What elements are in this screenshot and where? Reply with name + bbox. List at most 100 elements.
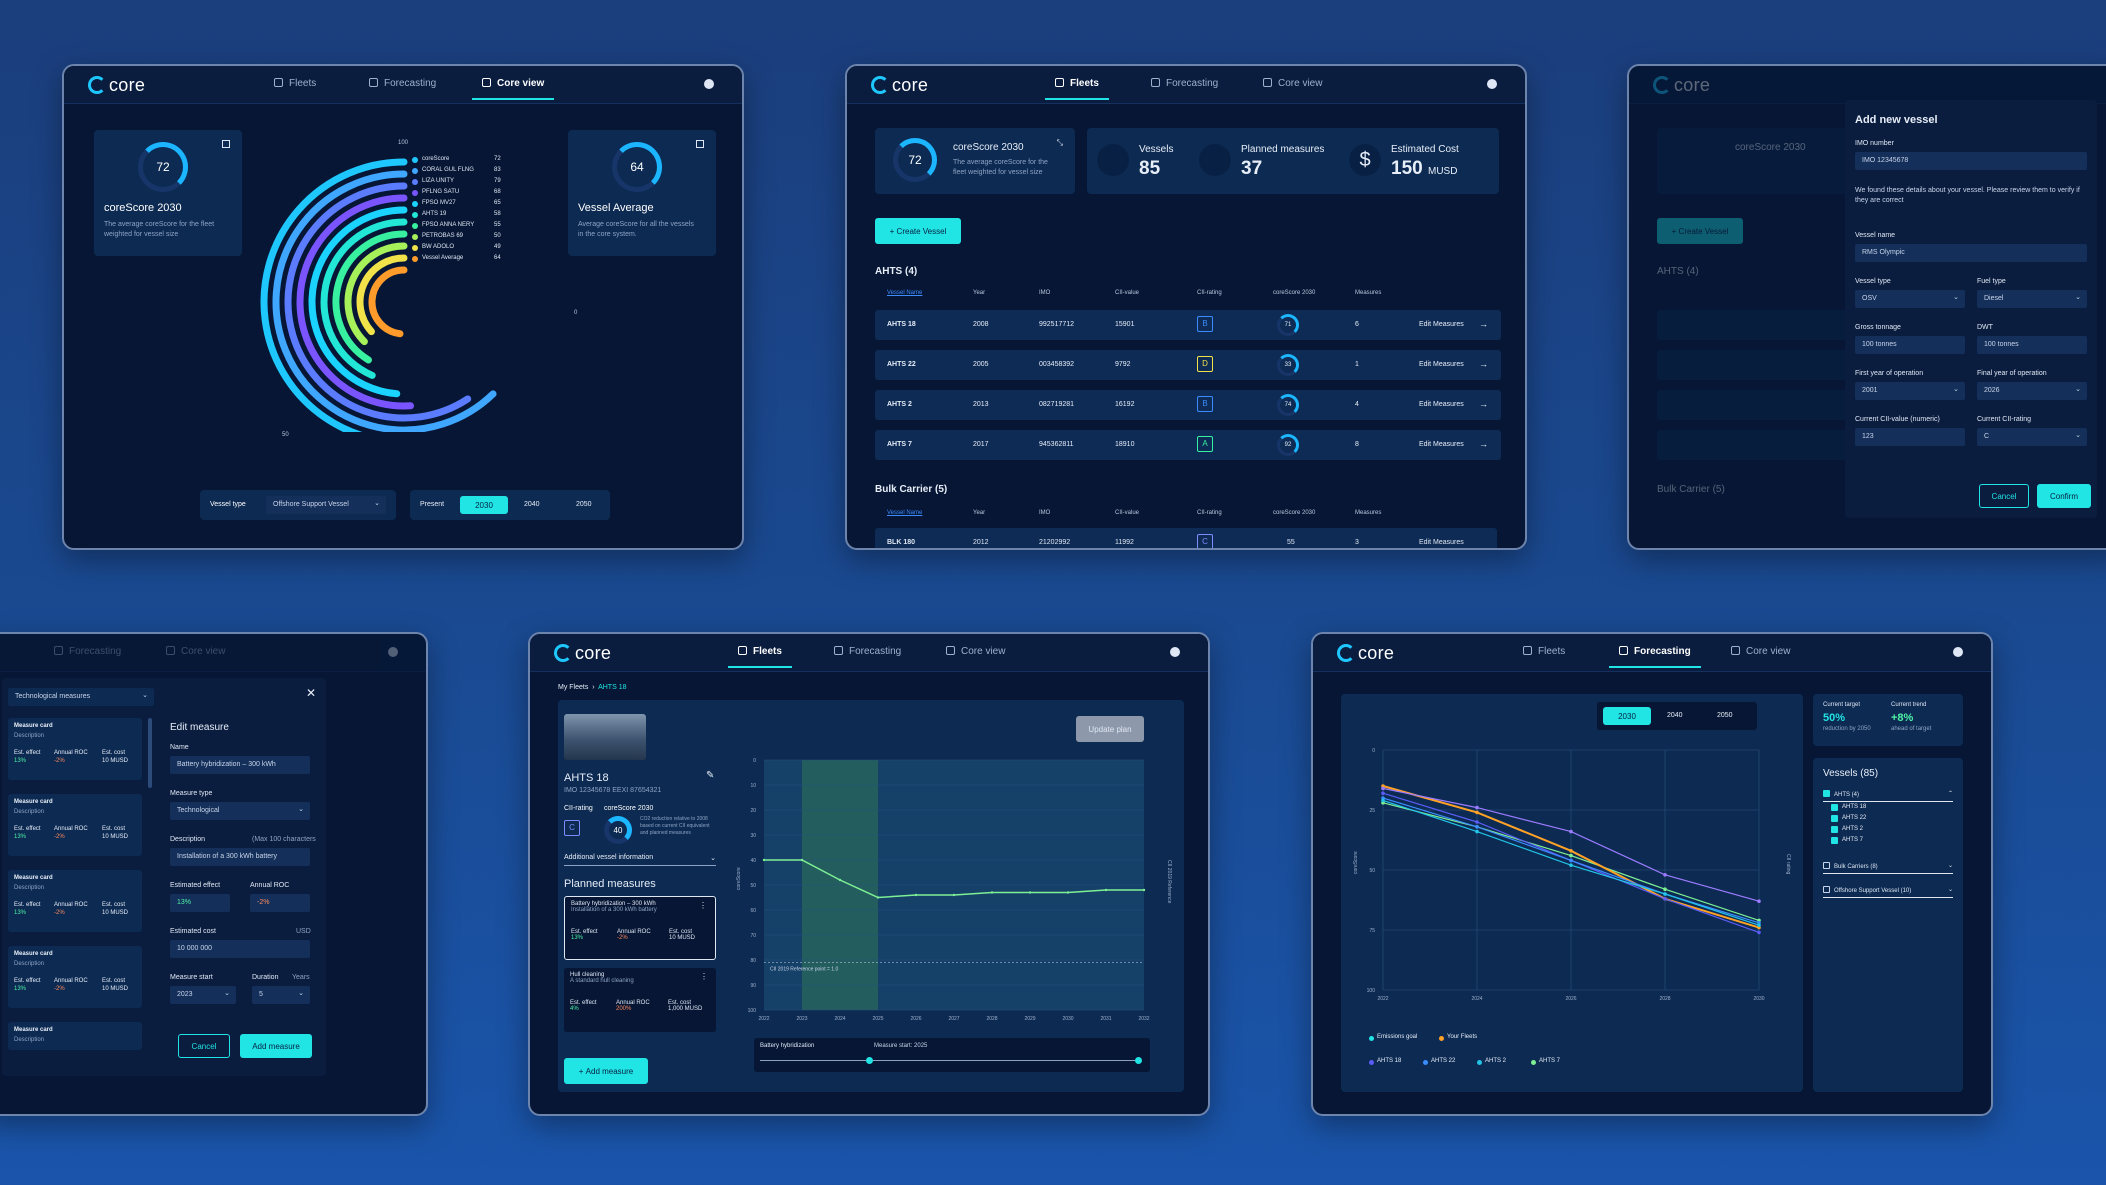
measure-card[interactable]: Hull cleaning A standard hull cleaning ⋮… bbox=[564, 968, 716, 1032]
arrow-right-icon[interactable]: → bbox=[1479, 319, 1488, 329]
collapse-icon[interactable]: ⤡ bbox=[1056, 138, 1063, 147]
nav-core-view[interactable]: Core view bbox=[1263, 78, 1322, 89]
column-header[interactable]: CII-value bbox=[1115, 290, 1140, 296]
imo-input[interactable]: IMO 12345678 bbox=[1855, 152, 2087, 170]
logo[interactable]: core bbox=[1337, 643, 1394, 664]
first-year-select[interactable]: 2001 ⌄ bbox=[1855, 382, 1965, 400]
expand-icon[interactable] bbox=[222, 140, 230, 148]
column-header[interactable]: coreScore 2030 bbox=[1273, 510, 1316, 516]
measure-start-select[interactable]: 2023 ⌄ bbox=[170, 986, 236, 1004]
group-bulk-carrier[interactable]: Bulk Carrier (5) bbox=[875, 484, 948, 495]
measure-card[interactable]: Measure card Description Est. effect 13% Ann… bbox=[8, 946, 142, 1008]
confirm-button[interactable]: Confirm bbox=[2037, 484, 2091, 508]
column-header[interactable]: CII-value bbox=[1115, 510, 1140, 516]
effect-input[interactable]: 13% bbox=[170, 894, 230, 912]
add-measure-button[interactable]: Add measure bbox=[240, 1034, 312, 1058]
measure-filter-select[interactable]: Technological measures ⌄ bbox=[8, 688, 154, 706]
logo[interactable]: core bbox=[871, 75, 928, 96]
arrow-right-icon[interactable]: → bbox=[1479, 399, 1488, 409]
table-row[interactable]: AHTS 22 2005 003458392 9792 D 33 1 Edit Measure… bbox=[875, 350, 1501, 380]
cancel-button[interactable]: Cancel bbox=[178, 1034, 230, 1058]
add-measure-button[interactable]: + Add measure bbox=[564, 1058, 648, 1084]
nav-forecasting[interactable]: Forecasting bbox=[369, 78, 436, 89]
edit-measures-link[interactable]: Edit Measures bbox=[1419, 361, 1464, 368]
user-icon[interactable] bbox=[1487, 79, 1497, 89]
final-year-select[interactable]: 2026 ⌄ bbox=[1977, 382, 2087, 400]
kebab-menu-icon[interactable]: ⋮ bbox=[700, 972, 708, 981]
column-header[interactable]: coreScore 2030 bbox=[1273, 290, 1316, 296]
column-header[interactable]: CII-rating bbox=[1197, 290, 1222, 296]
nav-forecasting[interactable]: Forecasting bbox=[1609, 646, 1701, 668]
cii-rating-select[interactable]: C ⌄ bbox=[1977, 428, 2087, 446]
cancel-button[interactable]: Cancel bbox=[1979, 484, 2029, 508]
year-2050[interactable]: 2050 bbox=[576, 501, 592, 508]
timeline-handle-end[interactable] bbox=[1135, 1057, 1142, 1064]
edit-measures-link[interactable]: Edit Measures bbox=[1419, 539, 1464, 546]
expand-icon[interactable] bbox=[696, 140, 704, 148]
group-bulk-checkbox[interactable]: Bulk Carriers (8) ⌄ bbox=[1823, 862, 1953, 874]
nav-fleets[interactable]: Fleets bbox=[1523, 646, 1565, 657]
year-2030[interactable]: 2030 bbox=[460, 496, 508, 514]
table-row[interactable]: AHTS 18 2008 992517712 15901 B 71 6 Edit Measur… bbox=[875, 310, 1501, 340]
measure-name-input[interactable]: Battery hybridization – 300 kWh bbox=[170, 756, 310, 774]
description-input[interactable]: Installation of a 300 kWh battery bbox=[170, 848, 310, 866]
user-icon[interactable] bbox=[1170, 647, 1180, 657]
measure-card[interactable]: Measure card Description bbox=[8, 1022, 142, 1050]
gross-tonnage-input[interactable]: 100 tonnes bbox=[1855, 336, 1965, 354]
cii-value-input[interactable]: 123 bbox=[1855, 428, 1965, 446]
column-header[interactable]: Year bbox=[973, 510, 986, 516]
group-ahts-checkbox[interactable]: AHTS (4) ⌃ bbox=[1823, 790, 1953, 802]
column-header[interactable]: Measures bbox=[1355, 290, 1382, 296]
arrow-right-icon[interactable]: → bbox=[1479, 359, 1488, 369]
logo[interactable]: core bbox=[554, 643, 611, 664]
additional-info-toggle[interactable]: Additional vessel information ⌄ bbox=[564, 854, 716, 866]
edit-measures-link[interactable]: Edit Measures bbox=[1419, 441, 1464, 448]
breadcrumb-fleets[interactable]: My Fleets bbox=[558, 684, 589, 691]
nav-forecasting[interactable]: Forecasting bbox=[834, 646, 901, 657]
table-row[interactable]: AHTS 7 2017 945362811 18910 A 92 8 Edit Measure… bbox=[875, 430, 1501, 460]
measure-card[interactable]: Measure card Description Est. effect 13% Ann… bbox=[8, 718, 142, 780]
cost-input[interactable]: 10 000 000 bbox=[170, 940, 310, 958]
nav-core-view[interactable]: Core view bbox=[1731, 646, 1790, 657]
vessel-type-select[interactable]: OSV ⌄ bbox=[1855, 290, 1965, 308]
edit-measures-link[interactable]: Edit Measures bbox=[1419, 321, 1464, 328]
create-vessel-button[interactable]: + Create Vessel bbox=[875, 218, 961, 244]
nav-fleets[interactable]: Fleets bbox=[728, 646, 792, 668]
update-plan-button[interactable]: Update plan bbox=[1076, 716, 1144, 742]
column-header[interactable]: Vessel Name bbox=[887, 290, 923, 296]
user-icon[interactable] bbox=[1953, 647, 1963, 657]
measure-card-selected[interactable]: Battery hybridization – 300 kWh Installa… bbox=[564, 896, 716, 960]
measure-card[interactable]: Measure card Description Est. effect 13% Ann… bbox=[8, 870, 142, 932]
year-present[interactable]: Present bbox=[420, 501, 445, 508]
fuel-type-select[interactable]: Diesel ⌄ bbox=[1977, 290, 2087, 308]
vessel-type-select[interactable]: Offshore Support Vessel ⌄ bbox=[266, 496, 386, 514]
column-header[interactable]: Year bbox=[973, 290, 986, 296]
dwt-input[interactable]: 100 tonnes bbox=[1977, 336, 2087, 354]
nav-fleets[interactable]: Fleets bbox=[1045, 78, 1109, 100]
timeline-handle-start[interactable] bbox=[866, 1057, 873, 1064]
user-icon[interactable] bbox=[704, 79, 714, 89]
nav-core-view[interactable]: Core view bbox=[471, 78, 555, 100]
edit-measures-link[interactable]: Edit Measures bbox=[1419, 401, 1464, 408]
year-2040[interactable]: 2040 bbox=[1667, 712, 1683, 719]
group-osv-checkbox[interactable]: Offshore Support Vessel (10) ⌄ bbox=[1823, 886, 1953, 898]
edit-icon[interactable]: ✎ bbox=[706, 770, 715, 781]
column-header[interactable]: Vessel Name bbox=[887, 510, 923, 516]
column-header[interactable]: Measures bbox=[1355, 510, 1382, 516]
year-2040[interactable]: 2040 bbox=[524, 501, 540, 508]
arrow-right-icon[interactable]: → bbox=[1479, 439, 1488, 449]
scrollbar[interactable] bbox=[148, 718, 152, 788]
logo[interactable]: core bbox=[88, 75, 145, 96]
table-row[interactable]: AHTS 2 2013 082719281 16192 B 74 4 Edit Measure… bbox=[875, 390, 1501, 420]
column-header[interactable]: IMO bbox=[1039, 510, 1051, 516]
nav-core-view[interactable]: Core view bbox=[946, 646, 1005, 657]
measure-card[interactable]: Measure card Description Est. effect 13% Ann… bbox=[8, 794, 142, 856]
vessel-name-input[interactable]: RMS Olympic bbox=[1855, 244, 2087, 262]
year-2050[interactable]: 2050 bbox=[1717, 712, 1733, 719]
nav-forecasting[interactable]: Forecasting bbox=[1151, 78, 1218, 89]
table-row[interactable]: BLK 180 2012 21202992 11992 C 55 3 Edit … bbox=[875, 528, 1497, 548]
column-header[interactable]: CII-rating bbox=[1197, 510, 1222, 516]
duration-select[interactable]: 5 ⌄ bbox=[252, 986, 310, 1004]
group-ahts[interactable]: AHTS (4) bbox=[875, 266, 918, 277]
close-icon[interactable]: ✕ bbox=[305, 686, 316, 700]
